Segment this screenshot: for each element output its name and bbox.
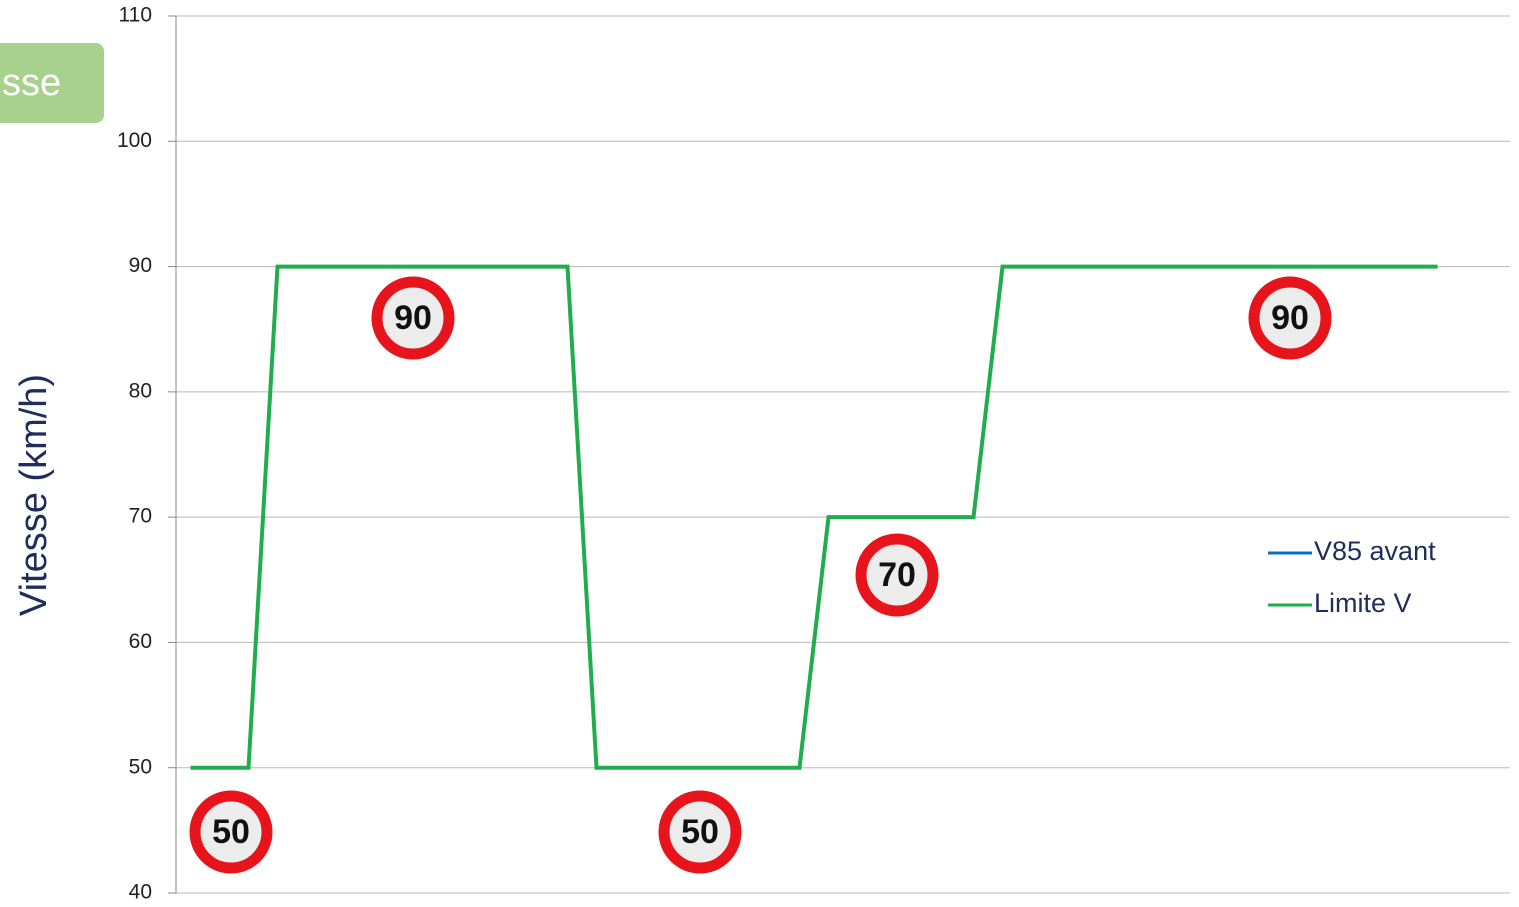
sign-label: 50: [681, 813, 719, 851]
slide-label-box: [0, 43, 104, 123]
y-tick-label: 90: [129, 254, 152, 277]
y-tick-label: 110: [119, 4, 152, 27]
sign-label: 70: [878, 556, 916, 594]
sign-label: 90: [1271, 299, 1309, 337]
sign-label: 90: [394, 299, 432, 337]
y-tick-label: 70: [129, 505, 152, 528]
series-line: [190, 264, 1438, 770]
sign-label: 50: [212, 813, 250, 851]
y-tick-label: 40: [129, 881, 152, 902]
y-tick-label: 100: [117, 129, 152, 152]
sign-ring: [1248, 276, 1332, 360]
y-axis-label: Vitesse (km/h): [13, 374, 55, 616]
y-tick-label: 50: [129, 755, 152, 778]
sign-ring: [189, 790, 273, 874]
legend-label: V85 avant: [1314, 536, 1436, 566]
legend-label: Limite V: [1314, 588, 1412, 618]
y-tick-label: 60: [129, 630, 152, 653]
slide-label: sse: [2, 62, 61, 104]
sign-ring: [371, 276, 455, 360]
sign-ring: [855, 533, 939, 617]
sign-ring: [658, 790, 742, 874]
y-tick-label: 80: [129, 379, 152, 402]
